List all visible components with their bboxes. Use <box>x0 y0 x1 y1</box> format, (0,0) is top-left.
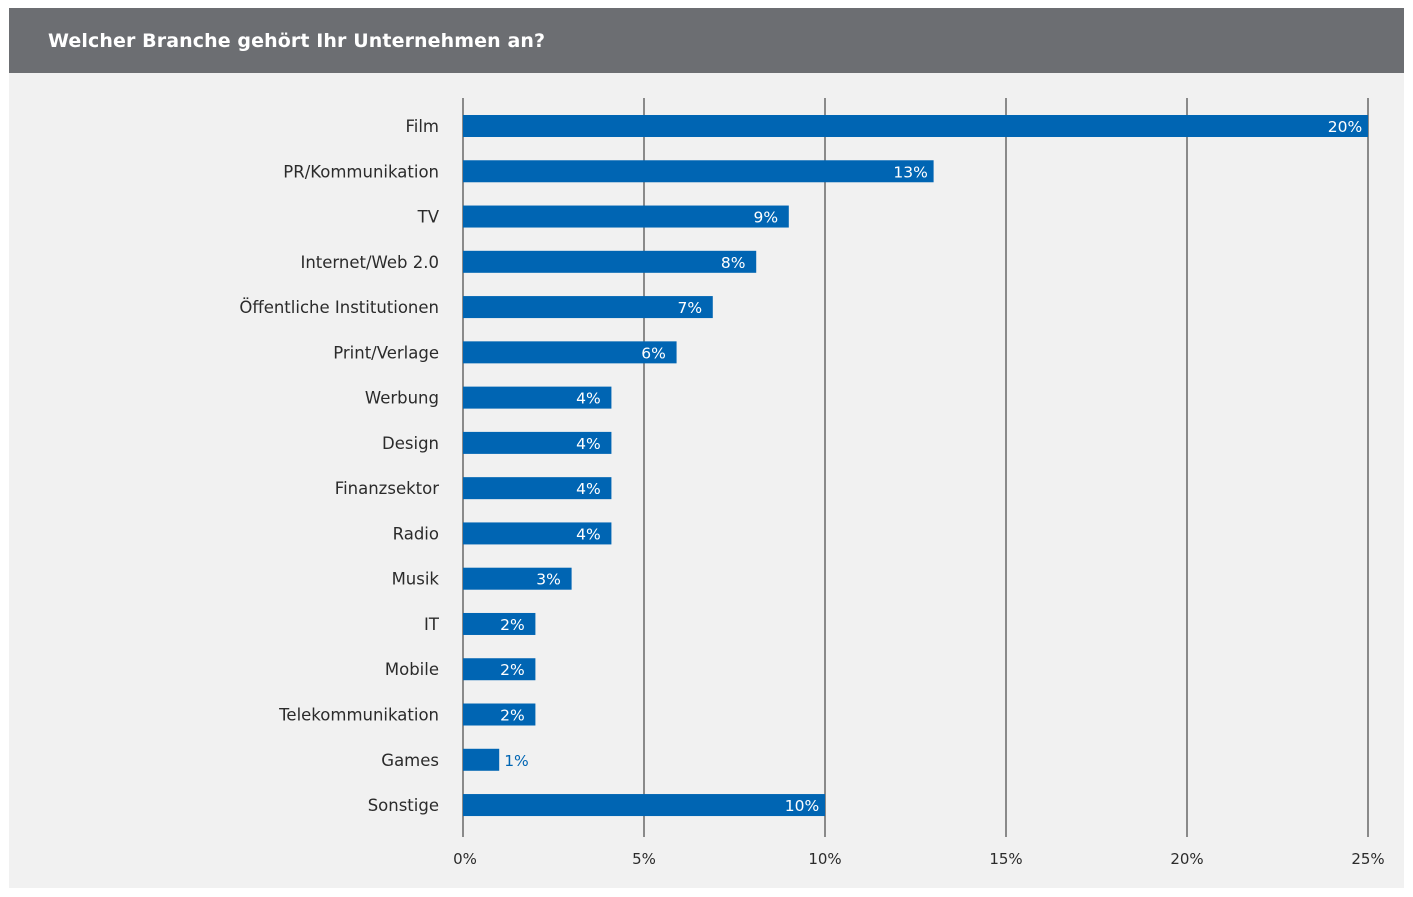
value-label: 7% <box>677 299 702 317</box>
category-label: TV <box>417 208 440 227</box>
bar <box>463 431 612 454</box>
x-tick-label: 0% <box>453 850 477 868</box>
value-label: 2% <box>500 661 525 679</box>
value-label: 9% <box>754 209 779 227</box>
bar <box>463 522 612 545</box>
value-label: 3% <box>536 571 561 589</box>
category-label: Print/Verlage <box>333 343 439 362</box>
bar <box>463 612 536 635</box>
value-label: 20% <box>1328 118 1362 136</box>
bar <box>463 748 500 771</box>
category-label: Telekommunikation <box>278 706 439 725</box>
category-label: Internet/Web 2.0 <box>300 253 439 272</box>
category-label: Musik <box>392 570 440 589</box>
category-label: Werbung <box>365 389 439 408</box>
category-label: Sonstige <box>368 796 439 815</box>
category-label: Games <box>381 751 439 770</box>
value-label: 4% <box>576 525 601 543</box>
bar <box>463 703 536 726</box>
value-label: 4% <box>576 390 601 408</box>
x-tick-label: 5% <box>632 850 656 868</box>
bar <box>463 205 789 228</box>
value-label: 10% <box>785 797 819 815</box>
bar <box>463 386 612 409</box>
chart-header: Welcher Branche gehört Ihr Unternehmen a… <box>9 8 1404 73</box>
value-label: 4% <box>576 480 601 498</box>
value-label: 1% <box>504 752 529 770</box>
category-label: IT <box>424 615 440 634</box>
bar-chart: 0% 5% 10% 15% 20% 25% Film 20% PR/Kommunikation 1… <box>239 98 1385 868</box>
chart-panel: Welcher Branche gehört Ihr Unternehmen a… <box>9 8 1404 888</box>
value-label: 8% <box>721 254 746 272</box>
bar <box>463 477 612 500</box>
category-label: Design <box>382 434 439 453</box>
x-tick-label: 25% <box>1351 850 1384 868</box>
value-label: 13% <box>893 163 927 181</box>
bar <box>463 794 825 817</box>
category-label: Radio <box>393 524 439 543</box>
chart-title: Welcher Branche gehört Ihr Unternehmen a… <box>48 30 546 52</box>
value-label: 2% <box>500 616 525 634</box>
value-label: 2% <box>500 707 525 725</box>
category-label: PR/Kommunikation <box>283 162 439 181</box>
category-label: Öffentliche Institutionen <box>239 298 439 317</box>
category-label: Film <box>405 117 439 136</box>
category-label: Finanzsektor <box>335 479 439 498</box>
bar <box>463 296 713 319</box>
bar <box>463 567 572 590</box>
bar <box>463 341 677 364</box>
x-tick-label: 20% <box>1170 850 1203 868</box>
x-tick-label: 10% <box>808 850 841 868</box>
bar <box>463 160 934 183</box>
x-tick-label: 15% <box>989 850 1022 868</box>
category-label: Mobile <box>385 660 439 679</box>
bar <box>463 115 1368 137</box>
bar <box>463 250 757 273</box>
value-label: 6% <box>641 344 666 362</box>
bar <box>463 658 536 681</box>
value-label: 4% <box>576 435 601 453</box>
